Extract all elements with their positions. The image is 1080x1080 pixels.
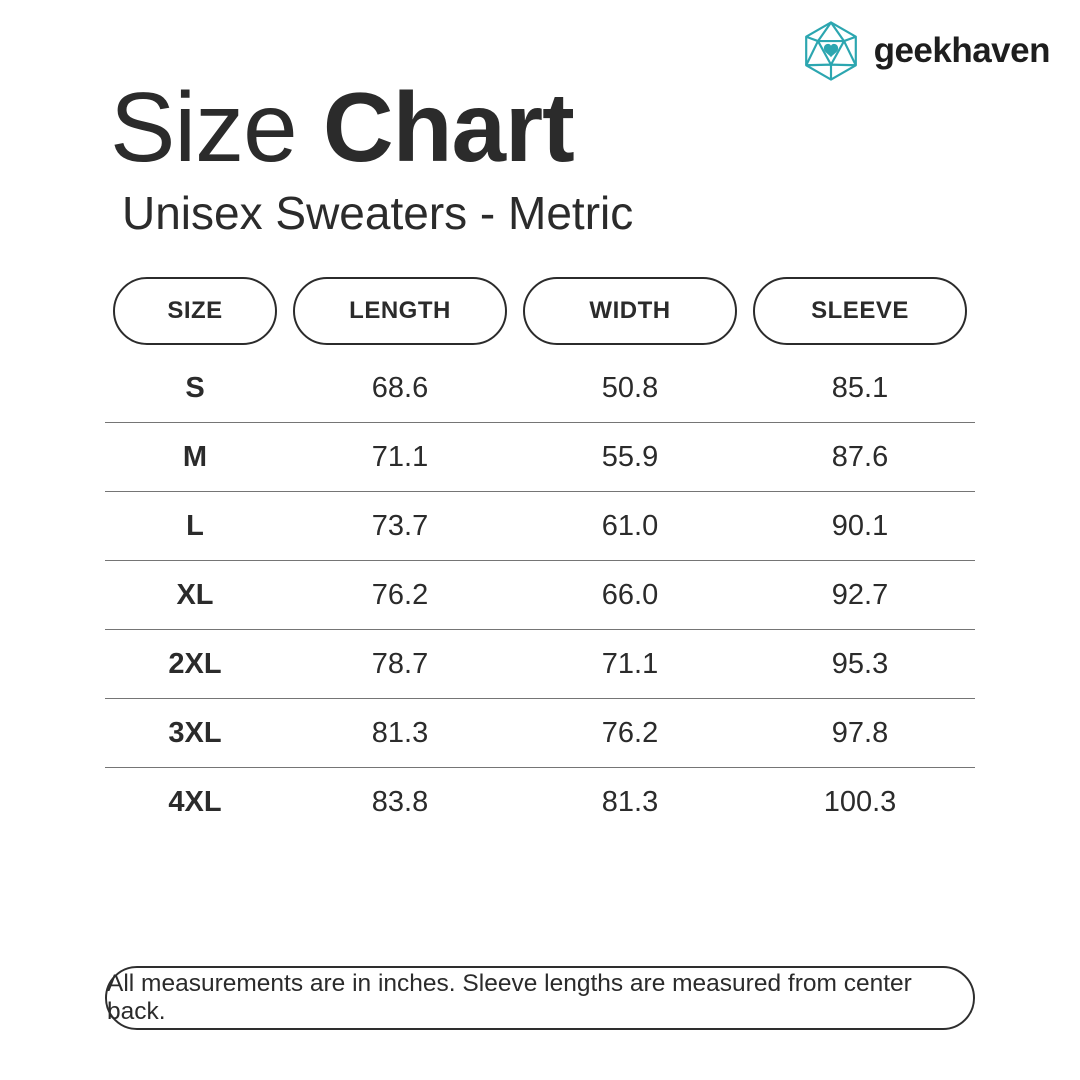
table-row: S 68.6 50.8 85.1: [105, 354, 975, 423]
size-label: 4XL: [168, 785, 222, 818]
table-header-row: SIZE LENGTH WIDTH SLEEVE: [105, 277, 975, 345]
width-value: 76.2: [601, 716, 659, 749]
width-value: 55.9: [601, 440, 659, 473]
width-value: 61.0: [601, 509, 659, 542]
size-label: 3XL: [168, 716, 222, 749]
table-body: S 68.6 50.8 85.1 M 71.1 55.9 87.6 L 73.7…: [105, 354, 975, 836]
page-title-bold: Chart: [322, 72, 575, 182]
width-value: 66.0: [601, 578, 659, 611]
length-value: 76.2: [371, 578, 429, 611]
d20-heart-icon: [804, 21, 857, 81]
table-row: 2XL 78.7 71.1 95.3: [105, 630, 975, 699]
table-row: L 73.7 61.0 90.1: [105, 492, 975, 561]
measurement-note: All measurements are in inches. Sleeve l…: [105, 966, 975, 1030]
brand-name: geekhaven: [873, 31, 1051, 70]
size-label: XL: [176, 578, 214, 611]
size-label: S: [185, 371, 205, 404]
brand-logo: geekhaven: [800, 20, 1051, 82]
size-label: M: [182, 440, 208, 473]
page-title: Size Chart: [110, 78, 575, 176]
sleeve-value: 95.3: [831, 647, 889, 680]
sleeve-value: 90.1: [831, 509, 889, 542]
width-value: 81.3: [601, 785, 659, 818]
table-row: XL 76.2 66.0 92.7: [105, 561, 975, 630]
length-value: 83.8: [371, 785, 429, 818]
sleeve-value: 87.6: [831, 440, 889, 473]
column-header-length: LENGTH: [293, 277, 507, 345]
length-value: 81.3: [371, 716, 429, 749]
size-chart-table: SIZE LENGTH WIDTH SLEEVE S 68.6 50.8 85.…: [105, 277, 975, 836]
column-header-sleeve: SLEEVE: [753, 277, 967, 345]
table-row: M 71.1 55.9 87.6: [105, 423, 975, 492]
column-header-width: WIDTH: [523, 277, 737, 345]
length-value: 73.7: [371, 509, 429, 542]
table-row: 3XL 81.3 76.2 97.8: [105, 699, 975, 768]
length-value: 71.1: [371, 440, 429, 473]
size-label: L: [186, 509, 204, 542]
width-value: 71.1: [601, 647, 659, 680]
width-value: 50.8: [601, 371, 659, 404]
length-value: 78.7: [371, 647, 429, 680]
page-title-light: Size: [110, 72, 298, 182]
sleeve-value: 85.1: [831, 371, 889, 404]
table-row: 4XL 83.8 81.3 100.3: [105, 768, 975, 836]
sleeve-value: 92.7: [831, 578, 889, 611]
sleeve-value: 100.3: [823, 785, 897, 818]
size-label: 2XL: [168, 647, 222, 680]
page-subtitle: Unisex Sweaters - Metric: [122, 187, 634, 239]
sleeve-value: 97.8: [831, 716, 889, 749]
column-header-size: SIZE: [113, 277, 277, 345]
length-value: 68.6: [371, 371, 429, 404]
